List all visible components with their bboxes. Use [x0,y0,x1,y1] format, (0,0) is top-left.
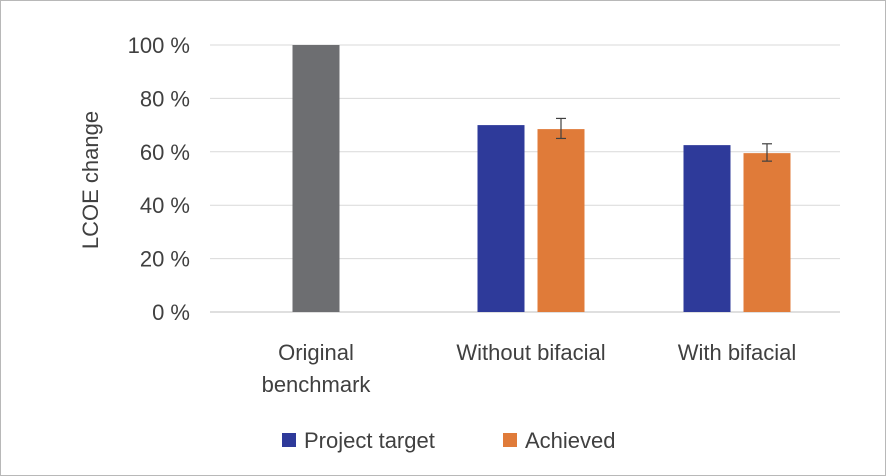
y-tick-label: 0 % [152,300,190,325]
y-tick-label: 60 % [140,140,190,165]
bar [683,145,731,312]
x-axis-labels: Original benchmark Without bifacial With bi… [262,340,797,397]
bars [292,45,791,312]
y-tick-label: 80 % [140,86,190,111]
x-tick-label: Original [278,340,354,365]
bar [292,45,340,312]
y-axis-title: LCOE change [78,111,103,249]
legend-swatch [503,433,517,447]
legend-label: Project target [304,428,435,453]
error-bars [556,117,772,162]
legend-swatch [282,433,296,447]
y-axis-ticks: 0 % 20 % 40 % 60 % 80 % 100 % [128,33,190,325]
x-tick-label: With bifacial [678,340,797,365]
y-tick-label: 100 % [128,33,190,58]
x-tick-label: benchmark [262,372,372,397]
x-tick-label: Without bifacial [456,340,605,365]
y-tick-label: 40 % [140,193,190,218]
bar [477,125,525,312]
legend-label: Achieved [525,428,616,453]
bar [743,153,791,312]
legend: Project target Achieved [282,428,616,453]
y-tick-label: 20 % [140,247,190,272]
bar [537,129,585,312]
